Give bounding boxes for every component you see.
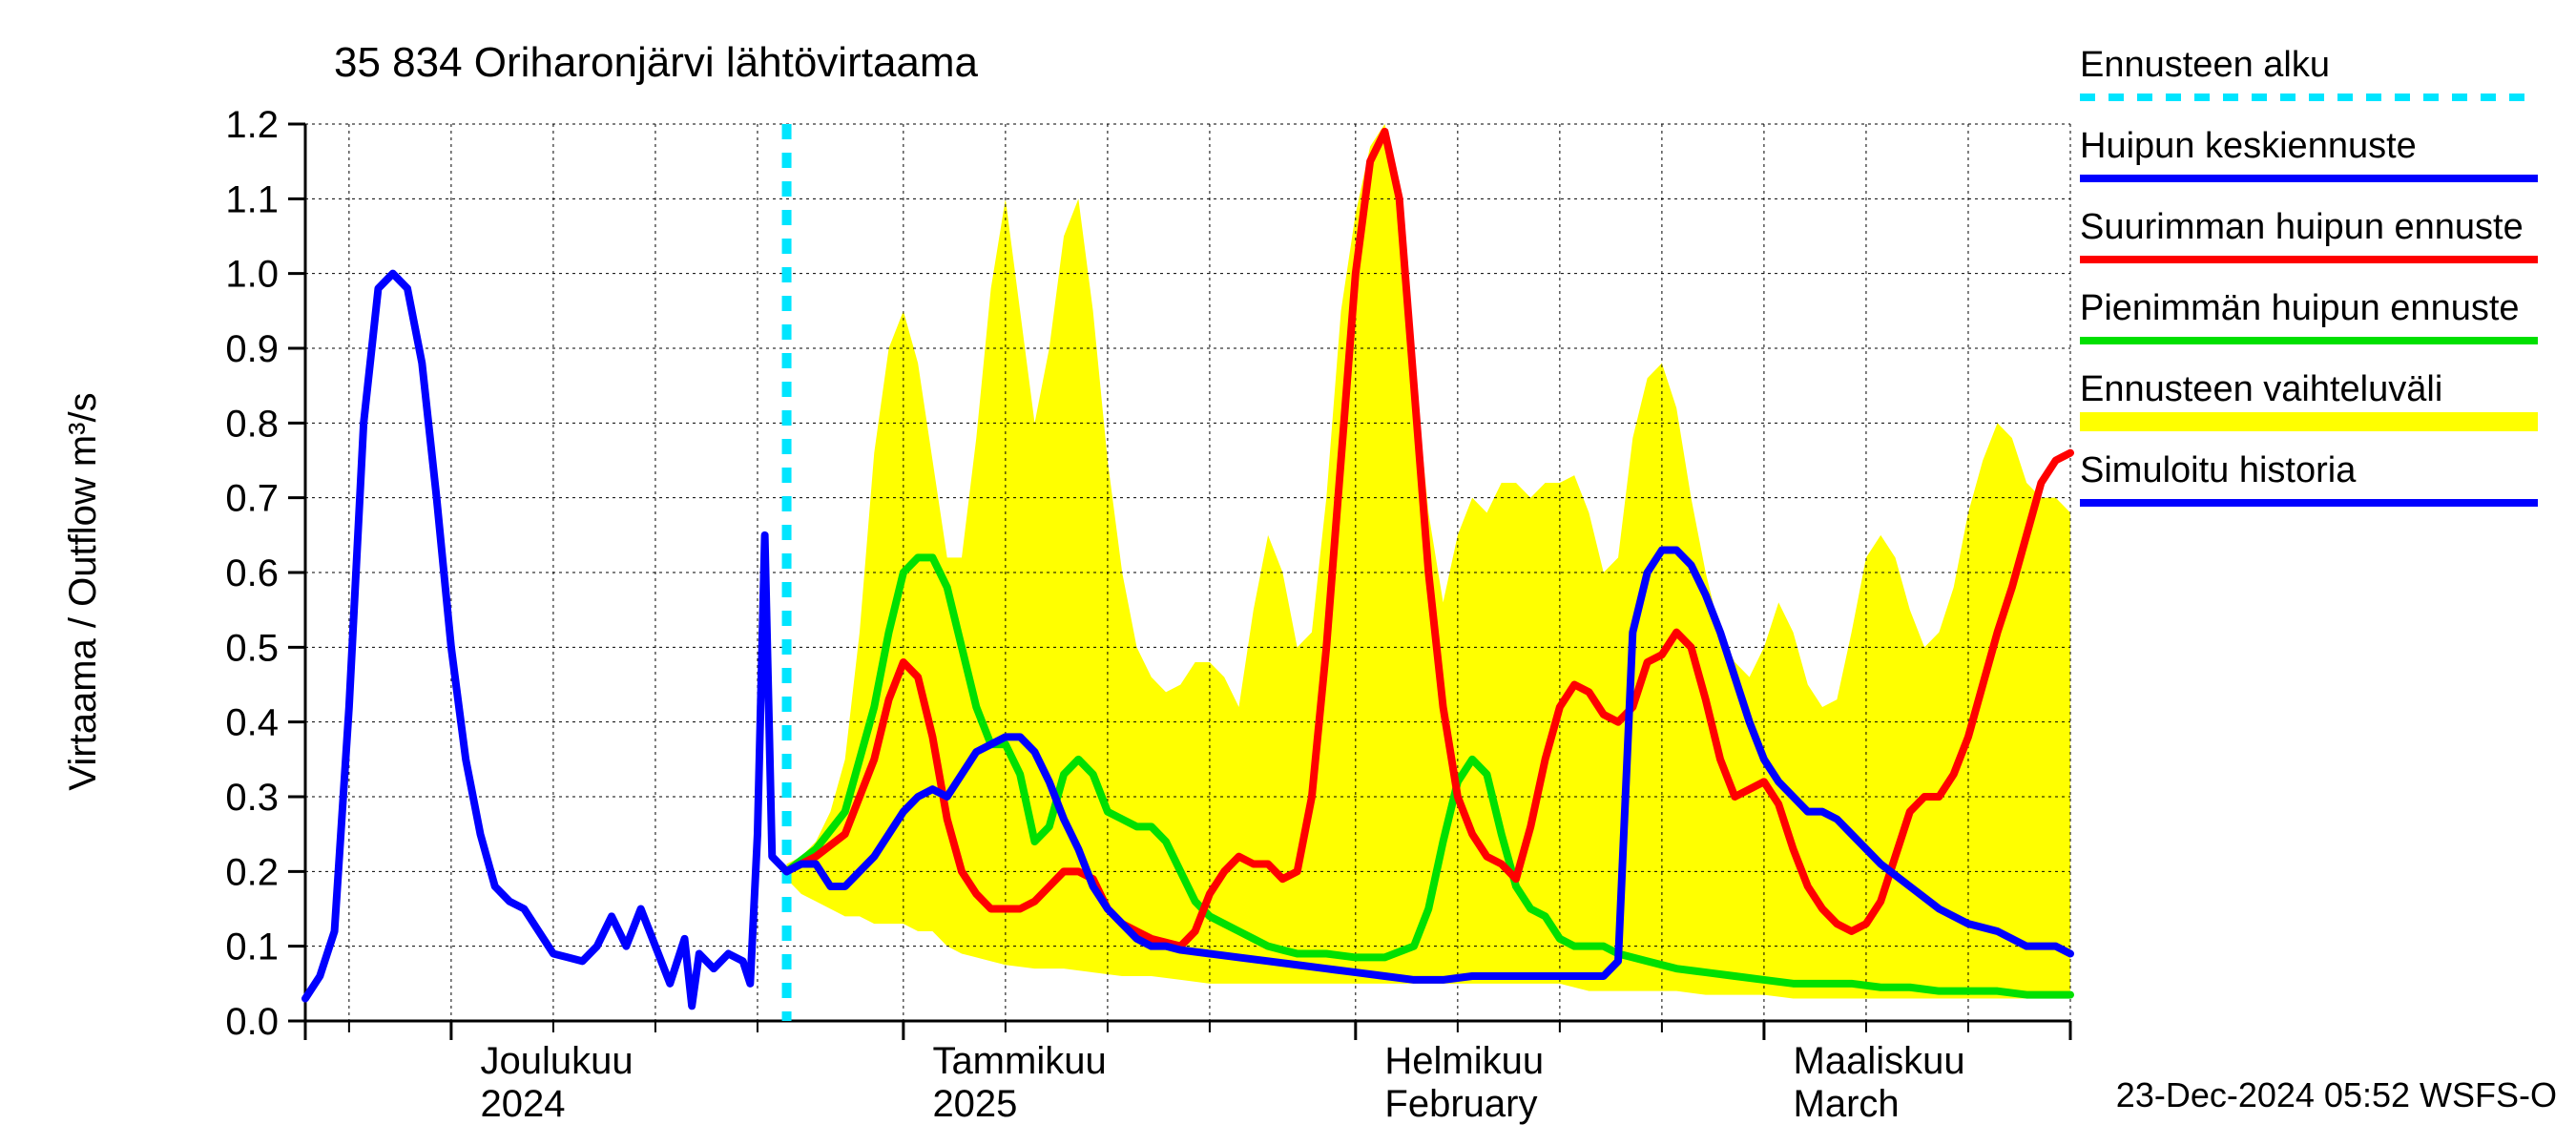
x-month-label: Tammikuu [932, 1040, 1106, 1082]
hydrograph-chart: 35 834 Oriharonjärvi lähtövirtaama 0.00.… [0, 0, 2576, 1145]
x-month-sublabel: 2025 [932, 1083, 1017, 1125]
y-tick-label: 0.9 [225, 328, 279, 370]
y-tick-label: 0.3 [225, 777, 279, 819]
x-month-label: Helmikuu [1384, 1040, 1544, 1082]
x-month-label: Maaliskuu [1794, 1040, 1965, 1082]
y-tick-label: 0.1 [225, 926, 279, 968]
chart-title: 35 834 Oriharonjärvi lähtövirtaama [334, 39, 979, 86]
y-tick-label: 0.2 [225, 851, 279, 893]
x-month-label: Joulukuu [480, 1040, 633, 1082]
plot-area: 0.0 0.1 0.2 0.3 0.4 0.5 0.6 0.7 0.8 0.9 1.0 1.1 1.2 J… [225, 104, 2070, 1125]
y-tick-label: 1.1 [225, 178, 279, 220]
legend-label: Ennusteen vaihteluväli [2080, 369, 2442, 409]
legend-label: Suurimman huipun ennuste [2080, 207, 2524, 247]
legend-swatch [2080, 412, 2538, 431]
y-tick-label: 0.8 [225, 403, 279, 445]
y-tick-label: 1.2 [225, 104, 279, 146]
x-month-sublabel: February [1384, 1083, 1537, 1125]
legend-label: Simuloitu historia [2080, 450, 2357, 490]
y-tick-label: 1.0 [225, 254, 279, 296]
y-tick-label: 0.4 [225, 702, 279, 744]
y-tick-label: 0.7 [225, 478, 279, 520]
legend-label: Ennusteen alku [2080, 45, 2330, 85]
footer-timestamp: 23-Dec-2024 05:52 WSFS-O [2116, 1075, 2557, 1114]
y-tick-label: 0.6 [225, 552, 279, 594]
y-axis-label: Virtaama / Outflow m³/s [62, 392, 104, 790]
legend: Ennusteen alku Huipun keskiennuste Suurimm… [2080, 45, 2538, 503]
x-month-sublabel: 2024 [480, 1083, 565, 1125]
x-month-sublabel: March [1794, 1083, 1900, 1125]
legend-label: Pienimmän huipun ennuste [2080, 288, 2520, 328]
y-tick-label: 0.5 [225, 627, 279, 669]
y-tick-label: 0.0 [225, 1001, 279, 1043]
legend-label: Huipun keskiennuste [2080, 126, 2417, 166]
